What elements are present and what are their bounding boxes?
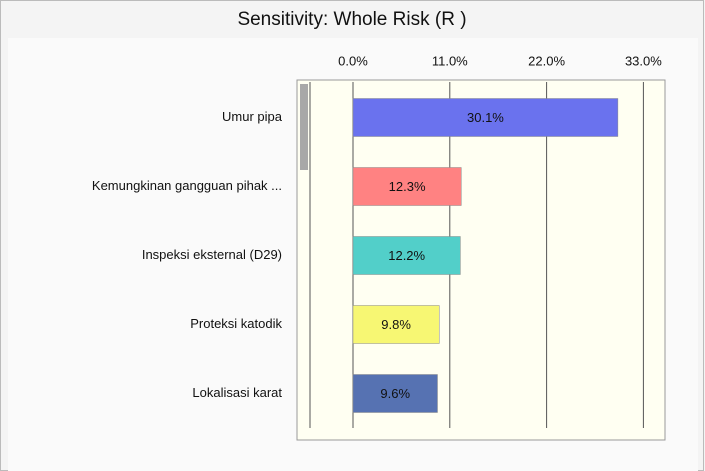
- y-tick-label: Kemungkinan gangguan pihak ...: [92, 178, 282, 193]
- bar-value-label: 12.2%: [388, 248, 425, 263]
- x-tick-label: 33.0%: [625, 53, 662, 68]
- x-tick-label: 0.0%: [338, 53, 368, 68]
- bar-value-label: 30.1%: [467, 110, 504, 125]
- y-tick-label: Lokalisasi karat: [192, 385, 282, 400]
- bar-value-label: 12.3%: [389, 179, 426, 194]
- bar-value-label: 9.6%: [380, 386, 410, 401]
- y-tick-label: Umur pipa: [222, 109, 283, 124]
- bar: [352, 236, 461, 275]
- scrollbar[interactable]: [300, 84, 308, 170]
- bar: [352, 305, 440, 344]
- bar: [352, 98, 619, 137]
- x-tick-label: 11.0%: [432, 53, 468, 68]
- chart-title: Sensitivity: Whole Risk (R ): [237, 9, 466, 30]
- y-tick-label: Proteksi katodik: [190, 316, 282, 331]
- bar-value-label: 9.8%: [381, 317, 411, 332]
- bar: [352, 374, 438, 413]
- y-tick-label: Inspeksi eksternal (D29): [142, 247, 282, 262]
- x-tick-label: 22.0%: [528, 53, 565, 68]
- bar: [352, 167, 462, 206]
